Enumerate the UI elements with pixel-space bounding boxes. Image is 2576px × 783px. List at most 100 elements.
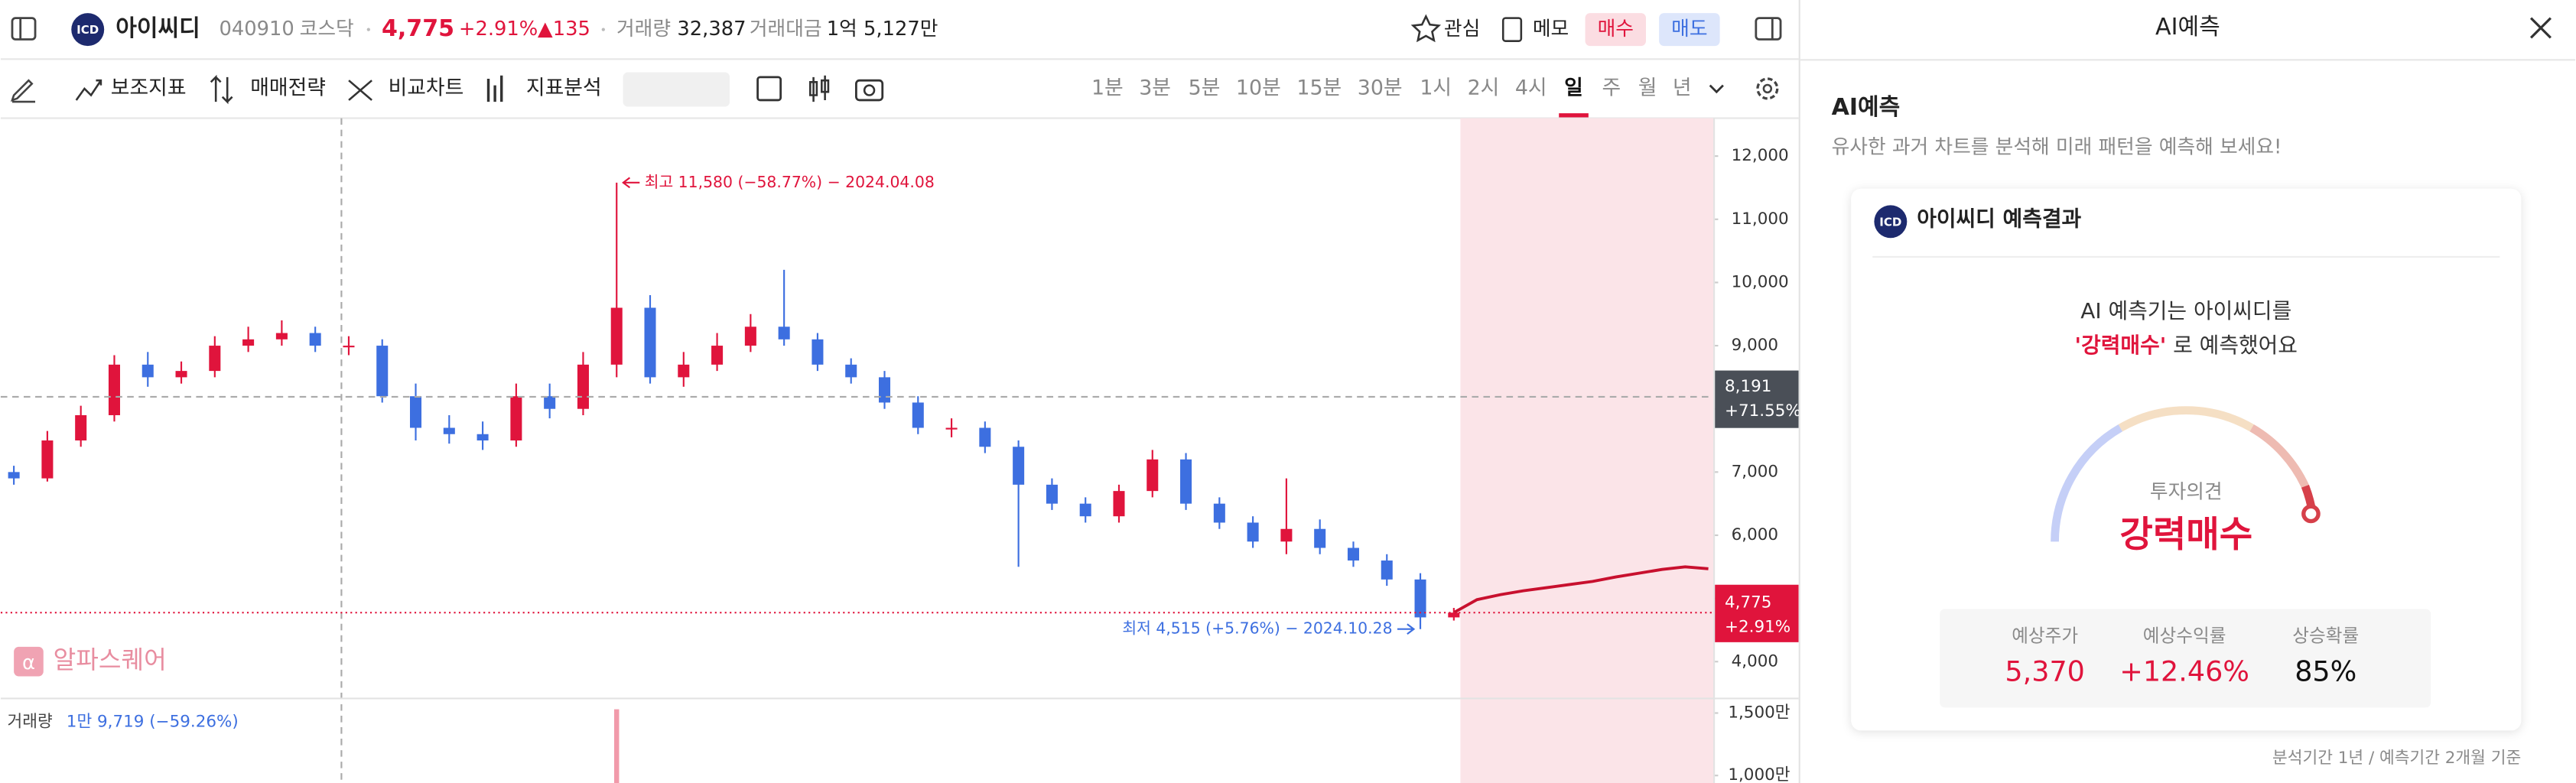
volume-bars — [614, 709, 620, 783]
active-underline — [1559, 113, 1589, 118]
candle-body — [1113, 491, 1125, 517]
interval-button[interactable]: 년 — [1673, 76, 1692, 99]
candle-body — [1013, 447, 1025, 485]
interval-button[interactable]: 5분 — [1189, 76, 1221, 99]
tool-button[interactable]: 지표분석 — [526, 76, 602, 99]
candle-body — [878, 377, 891, 403]
candle-body — [1448, 612, 1460, 618]
interval-button[interactable]: 1분 — [1091, 76, 1124, 99]
interval-button[interactable]: 3분 — [1139, 76, 1171, 99]
sell-button-bg[interactable] — [1659, 13, 1720, 47]
candle-body — [1347, 547, 1359, 561]
candle-body — [544, 396, 556, 409]
candle-body — [912, 402, 924, 428]
sell-button[interactable]: 매도 — [1671, 18, 1707, 41]
interval-button[interactable]: 10분 — [1236, 76, 1281, 99]
interval-button[interactable]: 15분 — [1296, 76, 1342, 99]
candle-body — [1079, 503, 1091, 517]
buy-button[interactable]: 매수 — [1598, 18, 1634, 41]
tool-icon — [348, 80, 372, 101]
tool-button[interactable]: 매매전략 — [250, 76, 326, 99]
candle-body — [510, 396, 522, 441]
sidebar-toggle[interactable] — [11, 17, 37, 41]
current-price: 4,775 — [1725, 593, 1771, 612]
star-icon — [1410, 14, 1442, 43]
candle-body — [108, 364, 120, 415]
result-card — [1851, 188, 2522, 731]
candle-body — [275, 333, 288, 340]
message-line1: AI 예측기는 아이씨디를 — [2080, 298, 2291, 323]
candle-body — [1147, 459, 1159, 492]
interval-button[interactable]: 일 — [1564, 76, 1583, 99]
candle-body — [376, 346, 389, 397]
interval-button[interactable]: 4시 — [1515, 76, 1547, 99]
stat-value: 85% — [2295, 655, 2356, 688]
y-tick-label: 6,000 — [1732, 525, 1778, 544]
candle-body — [1280, 528, 1293, 542]
watermark: 알파스퀘어 — [54, 645, 167, 674]
interval-button[interactable]: 주 — [1602, 76, 1621, 99]
volume-label: 거래량 — [616, 18, 671, 41]
draw-tool[interactable] — [10, 79, 36, 103]
change-pct: +2.91% — [459, 18, 538, 41]
buy-button-bg[interactable] — [1585, 13, 1646, 47]
stock-name: 아이씨디 — [115, 15, 200, 42]
shape-tool[interactable] — [756, 76, 782, 102]
interval-button[interactable]: 월 — [1638, 76, 1657, 99]
panel-toggle[interactable] — [1755, 17, 1782, 41]
volume-tick-label: 1,500만 — [1728, 703, 1790, 722]
volume-label: 거래량 — [8, 713, 53, 732]
candle-body — [845, 364, 857, 378]
crosshair-tag — [1715, 370, 1799, 428]
current-change: +2.91% — [1725, 618, 1791, 637]
watch-button[interactable]: 관심 — [1444, 18, 1480, 41]
candle-body — [75, 414, 87, 441]
candle-body — [979, 427, 991, 447]
candle-body — [141, 364, 154, 378]
amount: 1억 5,127만 — [827, 18, 938, 41]
y-tick-label: 9,000 — [1732, 336, 1778, 355]
candle-body — [476, 434, 489, 441]
candle-body — [41, 440, 54, 479]
dot — [601, 28, 605, 31]
card-title: 아이씨디 예측결과 — [1917, 206, 2081, 232]
memo-button[interactable]: 메모 — [1533, 18, 1569, 41]
interval-button[interactable]: 2시 — [1468, 76, 1500, 99]
gauge-segment — [2118, 406, 2254, 432]
candle-body — [744, 327, 756, 346]
y-tick-label: 7,000 — [1732, 462, 1778, 481]
interval-button[interactable]: 30분 — [1358, 76, 1403, 99]
tool-icon — [210, 74, 233, 105]
gauge — [2051, 406, 2317, 542]
gauge-segment — [2249, 424, 2309, 489]
panel-heading: AI예측 — [1832, 94, 1901, 121]
stats-box — [1940, 609, 2431, 708]
candle-body — [1213, 503, 1225, 523]
high-arrow — [622, 177, 640, 189]
more-intervals[interactable] — [1709, 84, 1724, 94]
stat-label: 예상수익률 — [2143, 625, 2226, 646]
settings[interactable] — [1756, 77, 1779, 100]
candle-body — [577, 364, 589, 409]
logo-text: ICD — [76, 23, 99, 37]
y-tick-label: 11,000 — [1732, 210, 1789, 229]
current-tag — [1715, 584, 1799, 642]
candle-body — [242, 339, 255, 346]
prediction-line — [1452, 565, 1709, 614]
volume: 32,387 — [677, 18, 746, 41]
screenshot[interactable] — [855, 79, 884, 102]
icon-part — [863, 84, 876, 96]
market: 코스닥 — [300, 18, 354, 41]
candles — [8, 182, 1460, 629]
crosshair-price: 8,191 — [1725, 377, 1771, 396]
candle-type[interactable] — [809, 75, 830, 102]
y-tick-label: 10,000 — [1732, 272, 1789, 291]
interval-button[interactable]: 1시 — [1420, 76, 1452, 99]
tool-button[interactable]: 비교차트 — [389, 76, 464, 99]
close-button[interactable] — [2529, 17, 2552, 39]
tool-button[interactable]: 보조지표 — [111, 76, 187, 99]
crosshair-change: +71.55% — [1725, 401, 1801, 421]
candle-body — [309, 333, 321, 346]
candle-body — [8, 472, 20, 479]
